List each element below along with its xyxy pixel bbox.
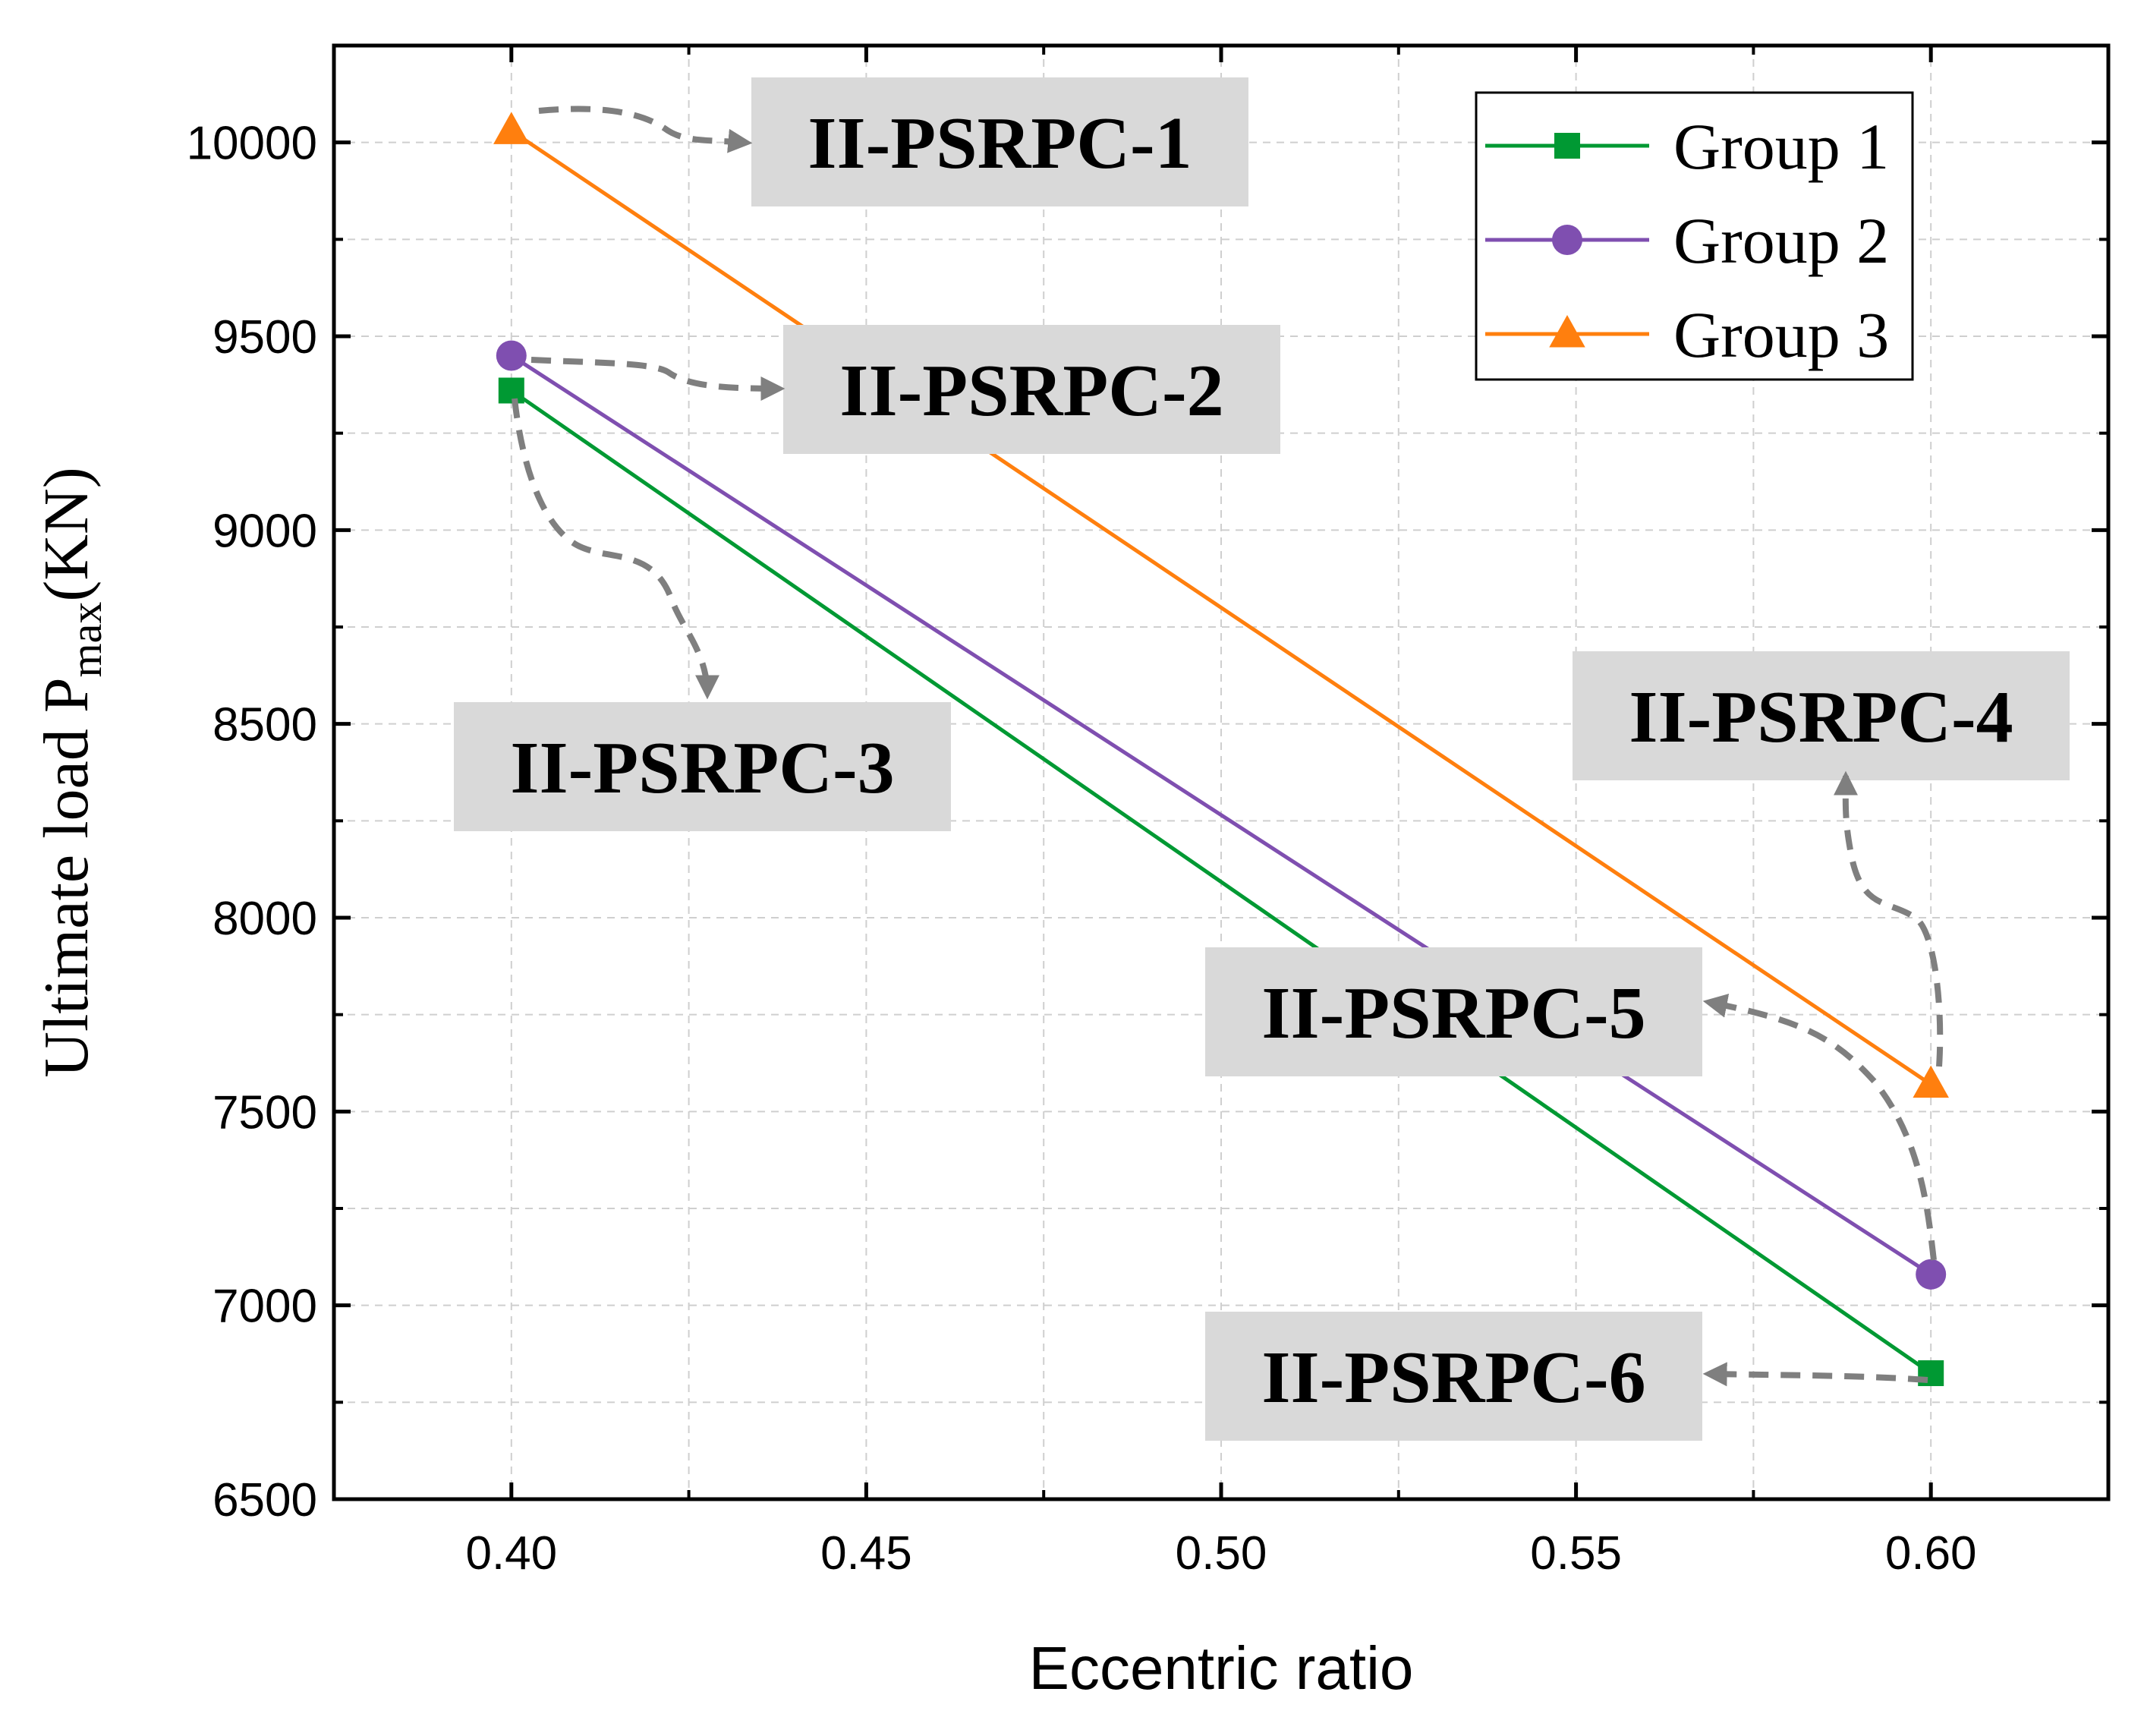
annotation-box bbox=[1205, 1312, 1702, 1441]
legend-item-group-2: Group 2 bbox=[1485, 204, 1889, 277]
annotation-arrow bbox=[538, 106, 753, 153]
annotation-box bbox=[783, 325, 1280, 454]
annotations-layer: II-PSRPC-1 II-PSRPC-2 II-PSRPC-3 II-PSRPC-4… bbox=[454, 77, 2070, 1441]
annotation-5: II-PSRPC-5 bbox=[1205, 947, 1937, 1261]
series-layer bbox=[493, 112, 1949, 1387]
group-1-line bbox=[510, 389, 1932, 1375]
x-tick-label: 0.50 bbox=[1176, 1527, 1267, 1580]
annotation-label: II-PSRPC-6 bbox=[1261, 1337, 1645, 1419]
group-1-point bbox=[498, 377, 524, 404]
x-axis-title: Eccentric ratio bbox=[1029, 1634, 1414, 1702]
legend-item-group-1: Group 1 bbox=[1485, 110, 1889, 183]
annotation-arrow bbox=[512, 398, 719, 700]
annotation-3: II-PSRPC-3 bbox=[454, 398, 951, 831]
y-tick-label: 7500 bbox=[213, 1086, 317, 1139]
annotation-label: II-PSRPC-3 bbox=[510, 727, 894, 809]
legend-label: Group 3 bbox=[1673, 298, 1889, 371]
y-tick-label: 9000 bbox=[213, 505, 317, 557]
legend-swatch-marker bbox=[1552, 225, 1582, 255]
y-tick-label: 8500 bbox=[213, 699, 317, 751]
legend-label: Group 2 bbox=[1673, 204, 1889, 277]
annotation-2: II-PSRPC-2 bbox=[530, 325, 1280, 454]
legend-label: Group 1 bbox=[1673, 110, 1889, 183]
group-2-line bbox=[510, 354, 1932, 1276]
group-2-point bbox=[496, 340, 527, 371]
annotation-label: II-PSRPC-5 bbox=[1261, 972, 1645, 1054]
group-3-line bbox=[510, 129, 1932, 1086]
y-axis-title-prefix: Ultimate load P bbox=[31, 677, 102, 1077]
annotation-arrow bbox=[1702, 1362, 1928, 1387]
annotation-arrow bbox=[1833, 770, 1944, 1067]
legend: Group 1 Group 2 Group 3 bbox=[1475, 91, 1914, 381]
x-tick-label: 0.60 bbox=[1885, 1527, 1977, 1580]
x-tick-label: 0.55 bbox=[1530, 1527, 1622, 1580]
y-axis-title-suffix: (KN) bbox=[31, 467, 102, 601]
annotation-box bbox=[454, 702, 951, 831]
annotation-arrow bbox=[1702, 994, 1937, 1261]
x-tick-label: 0.45 bbox=[820, 1527, 912, 1580]
annotation-4: II-PSRPC-4 bbox=[1573, 651, 2070, 1067]
y-tick-label: 7000 bbox=[213, 1281, 317, 1333]
y-tick-label: 6500 bbox=[213, 1474, 317, 1526]
y-tick-label: 9500 bbox=[213, 311, 317, 364]
group-3-point bbox=[493, 112, 530, 144]
y-tick-label: 8000 bbox=[213, 893, 317, 945]
legend-box bbox=[1475, 91, 1914, 381]
legend-swatch-marker bbox=[1549, 315, 1585, 348]
group-3-point bbox=[1913, 1065, 1949, 1098]
annotation-box bbox=[751, 77, 1248, 206]
annotation-box bbox=[1205, 947, 1702, 1076]
legend-item-group-3: Group 3 bbox=[1485, 298, 1889, 371]
annotation-6: II-PSRPC-6 bbox=[1205, 1312, 1928, 1441]
axis-ticks: 0.40 0.45 0.50 0.55 0.60 6500 7000 7500 8000 8500… bbox=[187, 44, 2108, 1580]
annotation-box bbox=[1573, 651, 2070, 780]
annotation-label: II-PSRPC-1 bbox=[808, 102, 1192, 184]
legend-swatch-marker bbox=[1554, 133, 1580, 159]
annotation-1: II-PSRPC-1 bbox=[538, 77, 1248, 206]
annotation-arrow bbox=[530, 357, 786, 401]
y-axis-title: Ultimate load Pmax(KN) bbox=[31, 467, 111, 1077]
y-axis-title-subscript: max bbox=[61, 602, 111, 678]
x-tick-label: 0.40 bbox=[465, 1527, 557, 1580]
annotation-label: II-PSRPC-2 bbox=[839, 350, 1223, 432]
y-tick-label: 10000 bbox=[187, 118, 317, 170]
group-2-point bbox=[1916, 1259, 1947, 1290]
annotation-label: II-PSRPC-4 bbox=[1629, 676, 2013, 758]
